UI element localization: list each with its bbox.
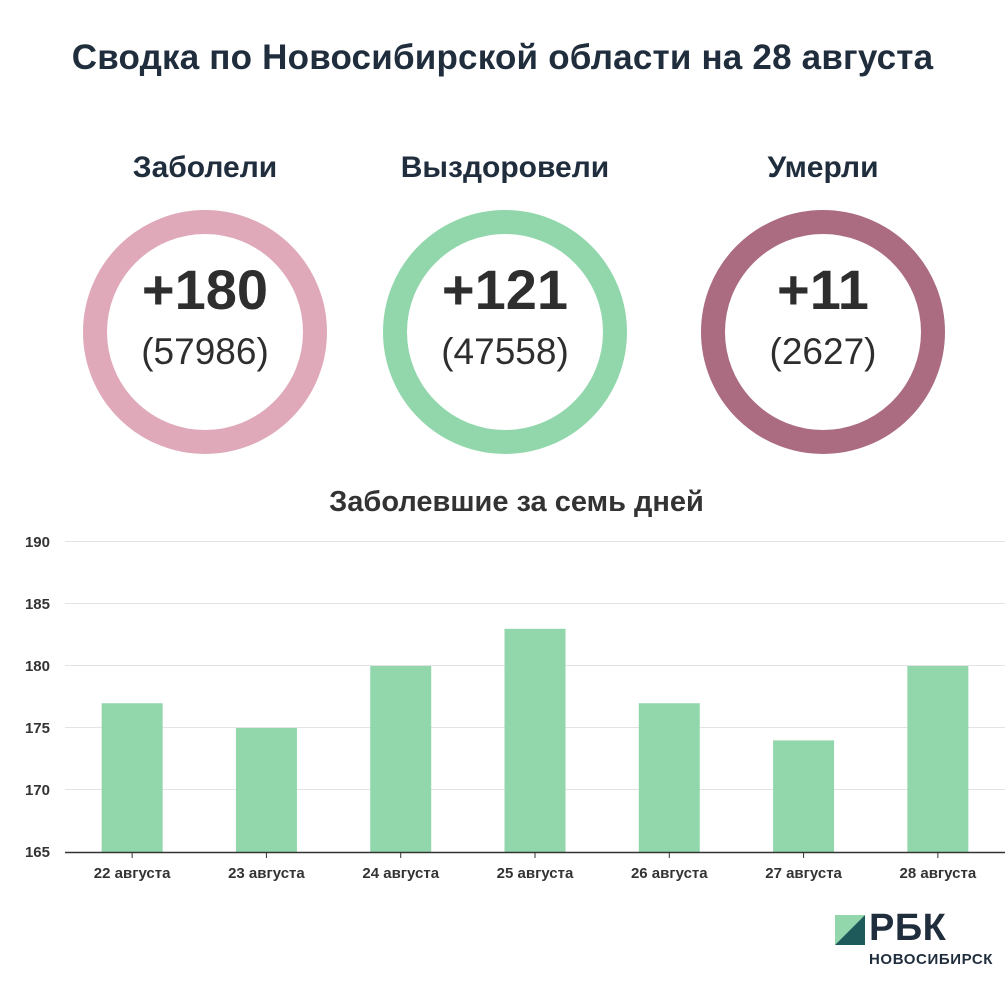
x-tick-label: 27 августа — [765, 865, 842, 882]
ring-infected: +180 (57986) — [83, 210, 327, 454]
stat-label: Выздоровели — [400, 151, 610, 184]
stat-delta: +180 — [141, 258, 269, 321]
bar — [235, 728, 297, 852]
bar-chart: 165 170 175 180 185 190 22 августа 23 августа 24… — [25, 534, 1005, 882]
logo-mark-icon — [835, 915, 865, 945]
stat-infected: Заболели +180 (57986) — [55, 148, 355, 454]
rbc-logo: РБК НОВОСИБИРСК — [835, 907, 1000, 973]
logo-text: РБК — [869, 907, 947, 949]
x-tick-label: 28 августа — [900, 865, 977, 882]
bar — [504, 628, 566, 852]
ring-recovered: +121 (47558) — [383, 210, 627, 454]
y-tick-label: 180 — [25, 658, 50, 675]
x-tick-label: 23 августа — [228, 865, 305, 882]
stat-deaths: Умерли +11 (2627) — [673, 148, 973, 454]
page-title: Сводка по Новосибирской области на 28 ав… — [71, 38, 934, 77]
bar — [907, 666, 969, 852]
stat-total: (2627) — [769, 331, 877, 372]
stat-label: Умерли — [767, 151, 879, 184]
bar — [773, 740, 835, 852]
stat-delta: +11 — [777, 258, 869, 321]
stat-delta: +121 — [441, 258, 569, 321]
bar — [638, 703, 700, 852]
y-tick-label: 175 — [25, 720, 50, 737]
x-tick-label: 24 августа — [362, 865, 439, 882]
stat-recovered: Выздоровели +121 (47558) — [355, 148, 655, 454]
y-tick-label: 185 — [25, 596, 50, 613]
y-tick-label: 190 — [25, 534, 50, 551]
bar — [370, 666, 432, 852]
y-tick-label: 170 — [25, 782, 50, 799]
y-tick-label: 165 — [25, 844, 50, 861]
stat-label: Заболели — [132, 151, 278, 184]
logo-subtext: НОВОСИБИРСК — [869, 951, 994, 968]
bar — [101, 703, 163, 852]
x-tick-label: 22 августа — [94, 865, 171, 882]
ring-deaths: +11 (2627) — [701, 210, 945, 454]
x-tick-label: 26 августа — [631, 865, 708, 882]
x-tick-label: 25 августа — [497, 865, 574, 882]
stat-total: (47558) — [441, 331, 569, 372]
chart-title: Заболевшие за семь дней — [329, 486, 704, 518]
stat-total: (57986) — [141, 331, 269, 372]
